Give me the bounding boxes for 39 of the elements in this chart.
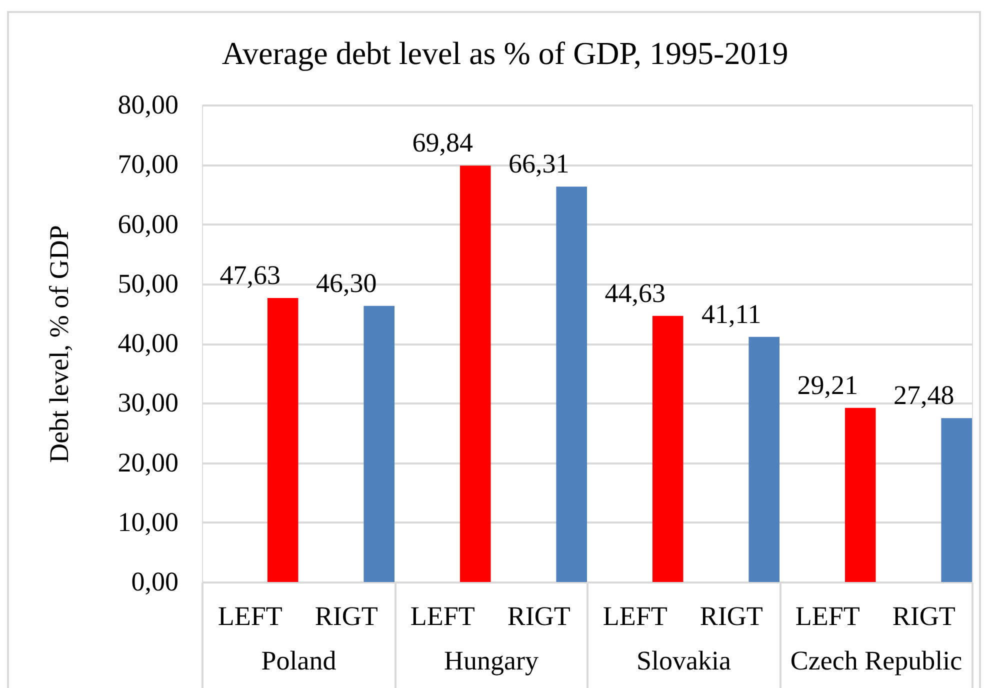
- data-label: 27,48: [894, 380, 954, 410]
- text: LEFT: [410, 601, 475, 631]
- y-tick-label: 10,00: [118, 506, 178, 537]
- series-label: RIGT: [314, 601, 378, 631]
- x-tick-label: Poland: [261, 646, 337, 676]
- y-tick-label: 20,00: [118, 447, 178, 478]
- data-label: 29,21: [797, 370, 858, 400]
- data-label: 41,11: [702, 298, 762, 329]
- y-tick-label: 40,00: [118, 328, 178, 358]
- y-tick-label: 0,00: [131, 566, 178, 596]
- bar: [941, 418, 972, 582]
- y-tick-label: 70,00: [118, 149, 178, 180]
- y-tick-label: 50,00: [118, 268, 178, 298]
- chart-title: Average debt level as % of GDP, 1995-2019: [222, 35, 788, 71]
- text: LEFT: [795, 601, 860, 631]
- bar: [460, 166, 491, 582]
- data-label: 69,84: [412, 128, 474, 158]
- text: RIGT: [507, 601, 570, 631]
- series-label: LEFT: [218, 601, 283, 631]
- data-label: 47,63: [220, 260, 280, 290]
- y-tick-label: 60,00: [118, 208, 178, 239]
- y-tick-label: 80,00: [118, 90, 178, 120]
- bar: [267, 298, 298, 582]
- text: LEFT: [602, 601, 668, 631]
- bar: [364, 306, 394, 582]
- x-tick-label: Slovakia: [636, 646, 732, 676]
- bar: [652, 316, 684, 582]
- data-label: 66,31: [508, 148, 570, 179]
- text: RIGT: [700, 601, 763, 631]
- y-tick-label: 30,00: [118, 388, 178, 418]
- x-tick-label: Hungary: [444, 646, 539, 676]
- bar: [556, 186, 587, 582]
- y-axis-title: Debt level, % of GDP: [44, 225, 74, 463]
- text: RIGT: [892, 601, 956, 631]
- bar: [748, 336, 780, 582]
- bar: [844, 408, 876, 582]
- data-label: 44,63: [604, 278, 666, 308]
- x-tick-label: Czech Republic: [790, 646, 962, 676]
- data-label: 46,30: [316, 268, 377, 298]
